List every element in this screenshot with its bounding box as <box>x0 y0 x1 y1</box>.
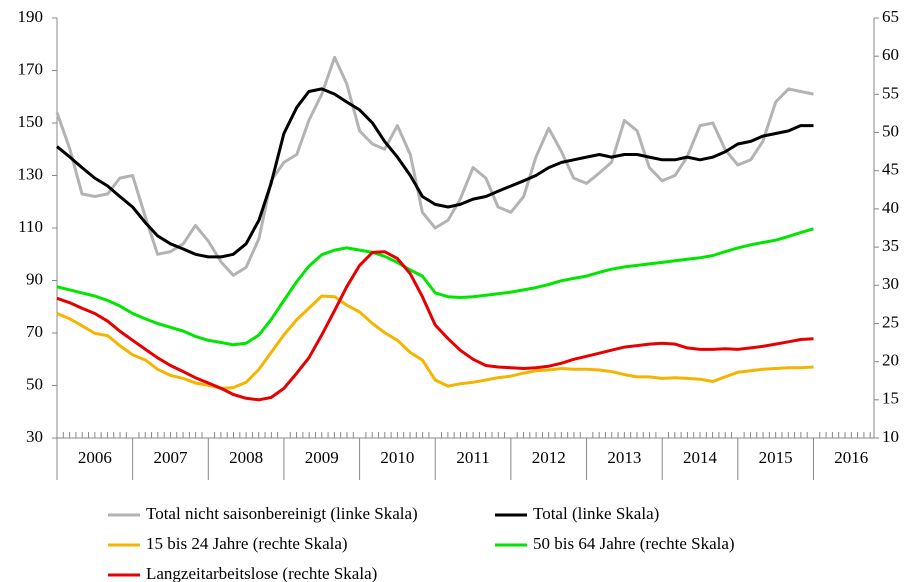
y2-tick-label: 20 <box>882 351 899 370</box>
x-tick-label: 2009 <box>305 448 339 467</box>
y2-tick-label: 60 <box>882 45 899 64</box>
x-tick-label: 2013 <box>607 448 641 467</box>
y2-tick-label: 25 <box>882 312 899 331</box>
y2-tick-label: 65 <box>882 7 899 26</box>
y-tick-label: 70 <box>26 322 43 341</box>
legend-label: Total nicht saisonbereinigt (linke Skala… <box>146 504 418 523</box>
legend-label: 15 bis 24 Jahre (rechte Skala) <box>146 534 348 553</box>
y2-tick-label: 40 <box>882 198 899 217</box>
y-tick-label: 110 <box>18 217 43 236</box>
y2-tick-label: 30 <box>882 274 899 293</box>
legend-label: Total (linke Skala) <box>533 504 659 523</box>
x-tick-label: 2016 <box>834 448 868 467</box>
series-line <box>56 87 814 259</box>
x-tick-label: 2014 <box>683 448 718 467</box>
x-tick-label: 2015 <box>759 448 793 467</box>
y2-tick-label: 15 <box>882 389 899 408</box>
y-tick-label: 50 <box>26 374 43 393</box>
y-tick-label: 90 <box>26 269 43 288</box>
series-line <box>56 250 814 402</box>
y2-tick-label: 45 <box>882 160 899 179</box>
y2-tick-label: 35 <box>882 236 899 255</box>
series-line <box>56 294 814 390</box>
y2-tick-label: 50 <box>882 121 899 140</box>
x-tick-label: 2007 <box>153 448 188 467</box>
y-tick-label: 30 <box>26 427 43 446</box>
y-tick-label: 150 <box>18 112 44 131</box>
x-tick-label: 2011 <box>456 448 489 467</box>
legend-label: Langzeitarbeitslose (rechte Skala) <box>146 564 377 582</box>
series-line <box>56 227 814 347</box>
y-tick-label: 170 <box>18 59 44 78</box>
y2-tick-label: 55 <box>882 83 899 102</box>
y-tick-label: 190 <box>18 7 44 26</box>
x-tick-label: 2012 <box>532 448 566 467</box>
x-tick-label: 2006 <box>78 448 112 467</box>
x-tick-label: 2008 <box>229 448 263 467</box>
y-tick-label: 130 <box>18 164 44 183</box>
y2-tick-label: 10 <box>882 427 899 446</box>
legend-label: 50 bis 64 Jahre (rechte Skala) <box>533 534 735 553</box>
x-tick-label: 2010 <box>380 448 414 467</box>
